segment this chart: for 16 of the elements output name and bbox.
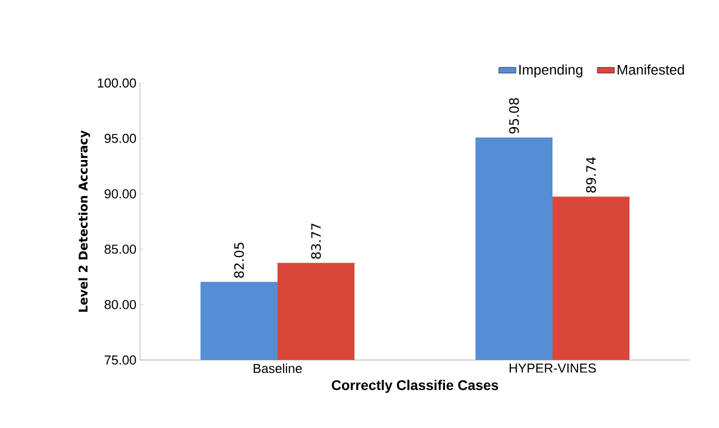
- data-label: 82.05: [234, 242, 244, 278]
- data-label: 83.77: [311, 224, 321, 259]
- x-axis-title: Correctly Classifie Cases: [332, 380, 498, 393]
- data-label: 95.08: [509, 98, 519, 134]
- data-label: 89.74: [586, 157, 596, 193]
- y-tick-label: 95.00: [104, 134, 136, 143]
- y-tick-label: 75.00: [104, 355, 136, 365]
- legend-label: Impending: [519, 64, 582, 78]
- y-tick-label: 85.00: [104, 244, 136, 254]
- x-tick-label: Baseline: [254, 364, 302, 374]
- y-tick-label: 100.00: [98, 78, 136, 88]
- legend-label: Manifested: [618, 64, 684, 75]
- y-tick-label: 80.00: [104, 300, 136, 310]
- y-axis-title: Level 2 Detection Accuracy: [78, 130, 90, 312]
- y-tick-label: 90.00: [104, 189, 136, 198]
- x-tick-label: HYPER-VINES: [510, 364, 596, 373]
